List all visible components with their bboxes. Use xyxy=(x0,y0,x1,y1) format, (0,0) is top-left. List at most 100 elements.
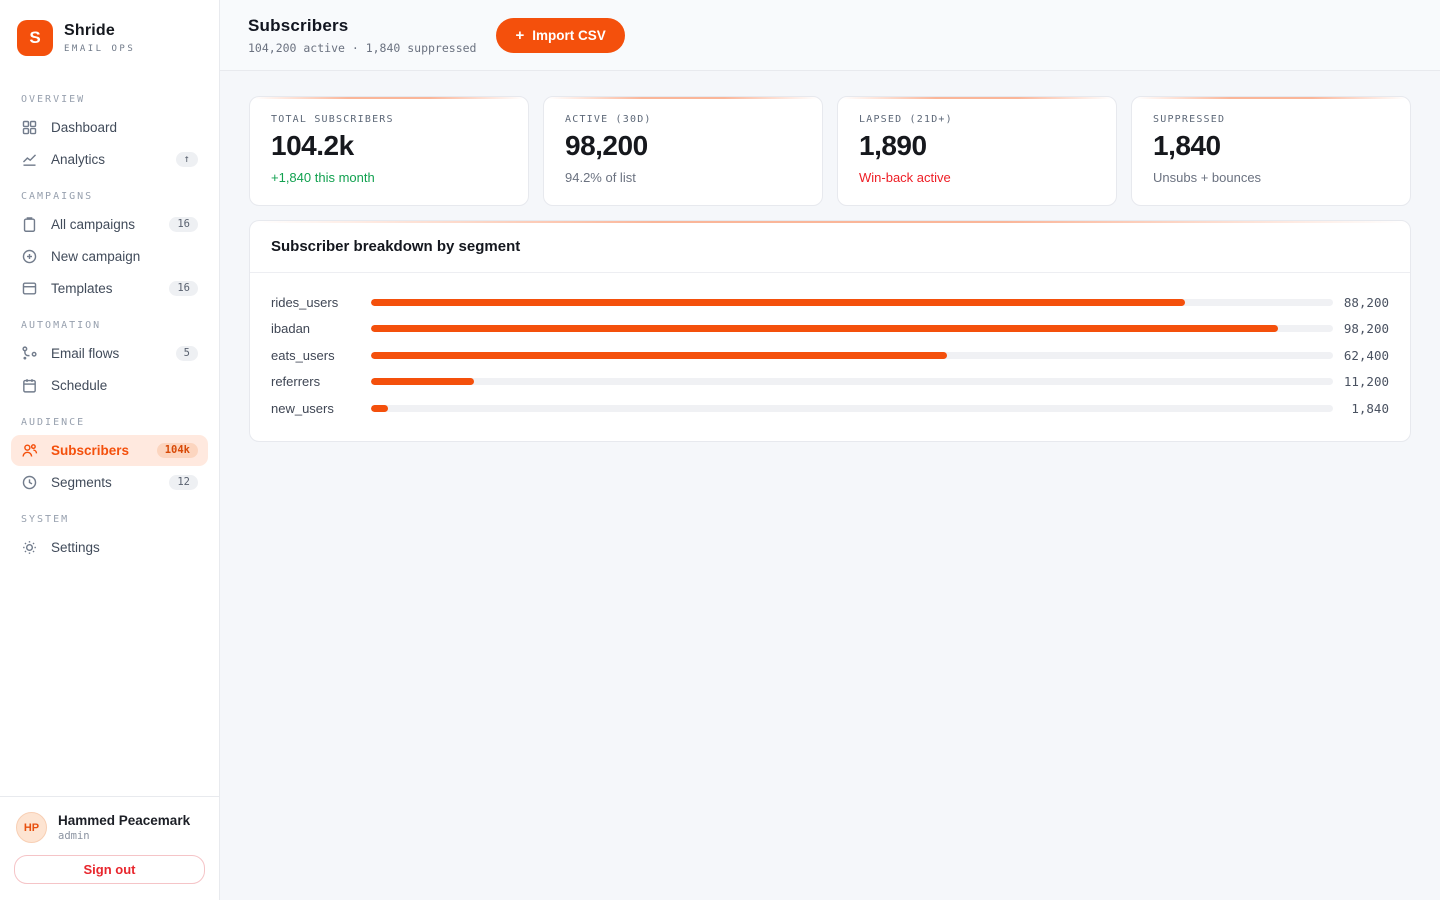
count-badge: 5 xyxy=(175,345,198,362)
segment-bar-fill xyxy=(371,351,948,359)
grid-icon xyxy=(21,119,38,136)
page-subtitle: 104,200 active · 1,840 suppressed xyxy=(248,40,477,55)
sidebar-item-label: Analytics xyxy=(51,152,106,167)
sidebar-item-label: Dashboard xyxy=(51,120,118,135)
brand-tagline: EMAIL OPS xyxy=(64,44,136,54)
count-badge: 16 xyxy=(169,216,198,233)
segment-label: new_users xyxy=(271,400,334,416)
breakdown-header: Subscriber breakdown by segment xyxy=(250,221,1410,273)
segment-value: 11,200 xyxy=(1343,374,1389,390)
sidebar-item-label: Segments xyxy=(51,475,112,490)
stat-label: ACTIVE (30D) xyxy=(565,114,652,125)
plus-icon: + xyxy=(515,26,525,44)
sidebar-item-label: All campaigns xyxy=(51,217,136,232)
user-name: Hammed Peacemark xyxy=(58,813,191,828)
stat-card-suppressed: SUPPRESSED 1,840 Unsubs + bounces xyxy=(1131,96,1411,206)
clock-icon xyxy=(21,474,38,491)
segment-value: 1,840 xyxy=(1351,400,1389,416)
count-badge: 16 xyxy=(169,280,198,297)
segment-bar-fill xyxy=(371,298,1186,306)
stat-label: SUPPRESSED xyxy=(1153,114,1226,125)
flow-branch-icon xyxy=(21,345,38,362)
segment-bar-track xyxy=(371,351,1333,359)
user-role: admin xyxy=(58,830,90,842)
sidebar-item-label: New campaign xyxy=(51,249,141,264)
sign-out-button[interactable]: Sign out xyxy=(14,855,205,884)
brand: S Shride EMAIL OPS xyxy=(0,0,219,72)
sidebar-item-segments[interactable]: Segments 12 xyxy=(11,467,208,498)
stat-card-lapsed: LAPSED (21D+) 1,890 Win-back active xyxy=(837,96,1117,206)
segment-bar-track xyxy=(371,325,1333,333)
segment-bar-fill xyxy=(371,325,1278,333)
clipboard-icon xyxy=(21,216,38,233)
breakdown-title: Subscriber breakdown by segment xyxy=(271,238,521,255)
segment-label: eats_users xyxy=(271,347,335,363)
stat-note: +1,840 this month xyxy=(271,170,375,185)
sidebar-item-label: Email flows xyxy=(51,346,120,361)
stats-grid: TOTAL SUBSCRIBERS 104.2k +1,840 this mon… xyxy=(249,96,1411,206)
sidebar-nav: OVERVIEW Dashboard Analytics ↑ CAMPAIGNS… xyxy=(0,72,219,796)
segment-label: rides_users xyxy=(271,294,339,310)
line-chart-icon xyxy=(21,151,38,168)
brand-name: Shride xyxy=(64,22,115,39)
section-label-system: SYSTEM xyxy=(21,514,70,525)
content: TOTAL SUBSCRIBERS 104.2k +1,840 this mon… xyxy=(220,71,1440,900)
sidebar-item-label: Settings xyxy=(51,540,100,555)
segment-bar-track xyxy=(371,404,1333,412)
segment-row: referrers 11,200 xyxy=(271,369,1389,396)
breakdown-chart: rides_users 88,200 ibadan 98,200 eats_us… xyxy=(250,273,1410,441)
stat-value: 1,840 xyxy=(1153,130,1221,161)
sidebar-item-templates[interactable]: Templates 16 xyxy=(11,273,208,304)
segment-label: ibadan xyxy=(271,321,311,337)
stat-label: TOTAL SUBSCRIBERS xyxy=(271,114,394,125)
sidebar-item-settings[interactable]: Settings xyxy=(11,532,208,563)
section-label-overview: OVERVIEW xyxy=(21,94,86,105)
sidebar-item-label: Templates xyxy=(51,281,113,296)
sidebar-item-dashboard[interactable]: Dashboard xyxy=(11,112,208,143)
section-label-campaigns: CAMPAIGNS xyxy=(21,191,94,202)
sidebar-item-subscribers[interactable]: Subscribers 104k xyxy=(11,435,208,466)
import-csv-label: Import CSV xyxy=(532,27,606,43)
window-icon xyxy=(21,280,38,297)
users-icon xyxy=(21,442,38,459)
settings-sun-icon xyxy=(21,539,38,556)
stat-value: 104.2k xyxy=(271,130,354,161)
segment-bar-fill xyxy=(371,404,388,412)
stat-card-total-subscribers: TOTAL SUBSCRIBERS 104.2k +1,840 this mon… xyxy=(249,96,529,206)
segment-bar-fill xyxy=(371,378,475,386)
count-badge: 104k xyxy=(156,442,198,459)
segment-value: 62,400 xyxy=(1343,347,1389,363)
segment-row: new_users 1,840 xyxy=(271,395,1389,422)
sidebar: S Shride EMAIL OPS OVERVIEW Dashboard An… xyxy=(0,0,220,900)
main-area: Subscribers 104,200 active · 1,840 suppr… xyxy=(220,0,1440,900)
segment-label: referrers xyxy=(271,374,321,390)
section-label-automation: AUTOMATION xyxy=(21,320,102,331)
segment-bar-track xyxy=(371,298,1333,306)
segment-row: eats_users 62,400 xyxy=(271,342,1389,369)
sidebar-item-analytics[interactable]: Analytics ↑ xyxy=(11,144,208,175)
stat-value: 1,890 xyxy=(859,130,927,161)
import-csv-button[interactable]: + Import CSV xyxy=(496,17,625,53)
page-title: Subscribers xyxy=(248,15,349,35)
segment-value: 88,200 xyxy=(1343,294,1389,310)
sidebar-item-schedule[interactable]: Schedule xyxy=(11,370,208,401)
count-badge: 12 xyxy=(169,474,198,491)
stat-label: LAPSED (21D+) xyxy=(859,114,953,125)
sidebar-item-all-campaigns[interactable]: All campaigns 16 xyxy=(11,209,208,240)
segment-row: rides_users 88,200 xyxy=(271,289,1389,316)
section-label-audience: AUDIENCE xyxy=(21,417,86,428)
segment-value: 98,200 xyxy=(1343,321,1389,337)
sidebar-item-new-campaign[interactable]: New campaign xyxy=(11,241,208,272)
stat-card-active-30d: ACTIVE (30D) 98,200 94.2% of list xyxy=(543,96,823,206)
sidebar-item-email-flows[interactable]: Email flows 5 xyxy=(11,338,208,369)
brand-logo: S xyxy=(17,20,53,56)
plus-circle-icon xyxy=(21,248,38,265)
page-header: Subscribers 104,200 active · 1,840 suppr… xyxy=(220,0,1440,71)
stat-note: 94.2% of list xyxy=(565,170,636,185)
sidebar-footer: HP Hammed Peacemark admin Sign out xyxy=(0,796,219,900)
analytics-trend-badge: ↑ xyxy=(175,151,198,168)
calendar-icon xyxy=(21,377,38,394)
segment-row: ibadan 98,200 xyxy=(271,316,1389,343)
stat-value: 98,200 xyxy=(565,130,648,161)
stat-note: Unsubs + bounces xyxy=(1153,170,1262,185)
